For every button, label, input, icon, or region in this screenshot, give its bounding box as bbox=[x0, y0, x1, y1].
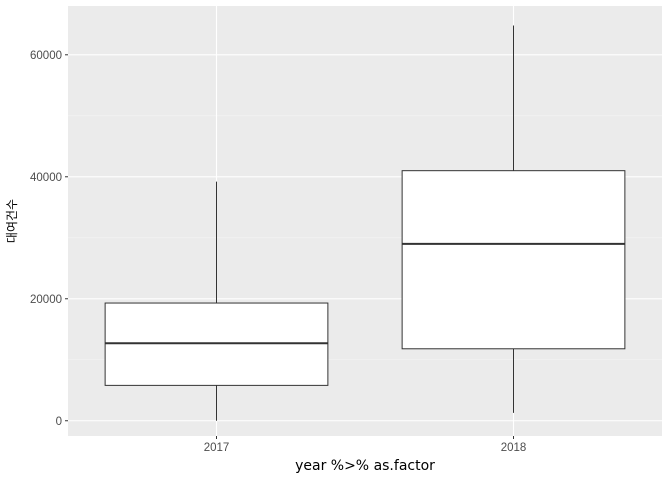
box-body bbox=[401, 170, 626, 350]
x-axis-title: year %>% as.factor bbox=[295, 458, 435, 474]
y-tick-label: 20000 bbox=[30, 294, 62, 306]
box-2018 bbox=[401, 25, 626, 413]
y-tick-label: 0 bbox=[56, 416, 62, 428]
x-tick-label: 2018 bbox=[501, 442, 527, 454]
box-2017 bbox=[104, 181, 329, 421]
boxes-layer bbox=[104, 25, 626, 421]
y-axis-title: 대여건수 bbox=[5, 199, 19, 243]
axis-ticks: 0 20000 40000 60000 2017 2018 bbox=[30, 50, 526, 454]
y-tick-label: 40000 bbox=[30, 172, 62, 184]
x-tick-label: 2017 bbox=[204, 442, 230, 454]
y-tick-label: 60000 bbox=[30, 50, 62, 62]
